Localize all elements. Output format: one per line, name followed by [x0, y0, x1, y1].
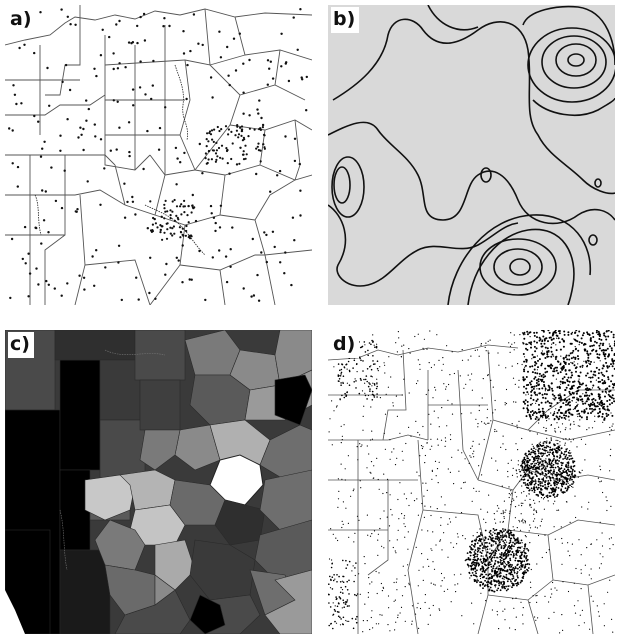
panel-c-choropleth-map: c) — [5, 330, 312, 634]
choropleth-surface — [5, 330, 312, 634]
panel-b-contour-map: b) — [328, 5, 615, 305]
panel-label-d: d) — [331, 332, 360, 358]
panel-label-c: c) — [8, 332, 34, 358]
panel-label-b: b) — [331, 7, 360, 33]
panel-label-a: a) — [8, 7, 36, 33]
panel-d-dot-density-map: d) — [328, 330, 615, 634]
contour-surface — [328, 5, 615, 305]
panel-a-county-points-map: a) — [5, 5, 312, 305]
dot-density-surface — [328, 330, 615, 634]
county-boundaries-map — [5, 5, 312, 305]
